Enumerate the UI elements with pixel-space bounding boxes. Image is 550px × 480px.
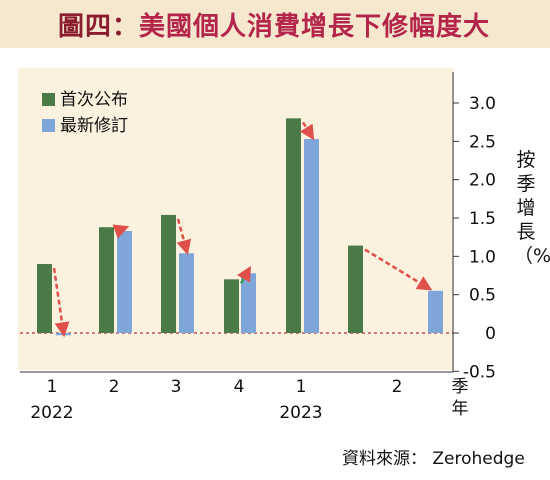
x-tick-label: 4 [234, 377, 245, 397]
title-banner [0, 0, 550, 48]
bar-first-release [161, 214, 176, 333]
bar-latest-revision [56, 333, 71, 336]
revision-arrow [52, 267, 70, 338]
revision-arrow [364, 248, 433, 291]
bar-first-release [99, 227, 114, 333]
x-tick-label: 2 [392, 377, 403, 397]
bar-latest-revision [241, 273, 256, 333]
bar-first-release [286, 118, 301, 333]
bar-latest-revision [304, 139, 319, 333]
x-year-label: 2022 [30, 403, 73, 423]
x-tick-label: 3 [171, 377, 182, 397]
y-tick-label: -0.5 [463, 362, 496, 382]
bar-first-release [37, 264, 52, 333]
revision-arrow [237, 265, 251, 284]
bar-latest-revision [179, 253, 194, 333]
revision-arrow [299, 121, 315, 141]
chart-title: 圖四：美國個人消費增長下修幅度大 [58, 6, 490, 43]
legend-swatch-first [42, 93, 55, 106]
x-tick-label: 1 [296, 377, 307, 397]
title-text: 美國個人消費增長下修幅度大 [139, 12, 491, 42]
x-axis-label: 年 [452, 399, 469, 419]
bar-first-release [348, 245, 363, 333]
revision-arrow [112, 224, 130, 239]
y-axis-label: 按季增長（%） [514, 149, 550, 267]
title-prefix: 圖四 [58, 12, 113, 42]
x-axis-label: 季 [452, 377, 469, 397]
y-tick-label: 2.5 [469, 132, 496, 152]
legend-label-first: 首次公布 [60, 90, 128, 110]
source-note: 資料來源： Zerohedge [342, 449, 525, 469]
y-tick-label: 1.0 [469, 247, 496, 267]
title-separator: ： [112, 12, 140, 42]
x-tick-label: 2 [109, 377, 120, 397]
legend-label-revised: 最新修訂 [60, 116, 128, 136]
y-tick-label: 0 [485, 324, 496, 344]
y-tick-label: 1.5 [469, 209, 496, 229]
y-tick-label: 0.5 [469, 286, 496, 306]
bar-latest-revision [117, 231, 132, 333]
revision-arrow [176, 218, 192, 256]
x-year-label: 2023 [279, 403, 322, 423]
bar-first-release [224, 279, 239, 333]
bar-latest-revision [428, 290, 443, 333]
y-tick-label: 3.0 [469, 94, 496, 114]
y-tick-label: 2.0 [469, 171, 496, 191]
legend-swatch-revised [42, 119, 55, 132]
x-tick-label: 1 [47, 377, 58, 397]
